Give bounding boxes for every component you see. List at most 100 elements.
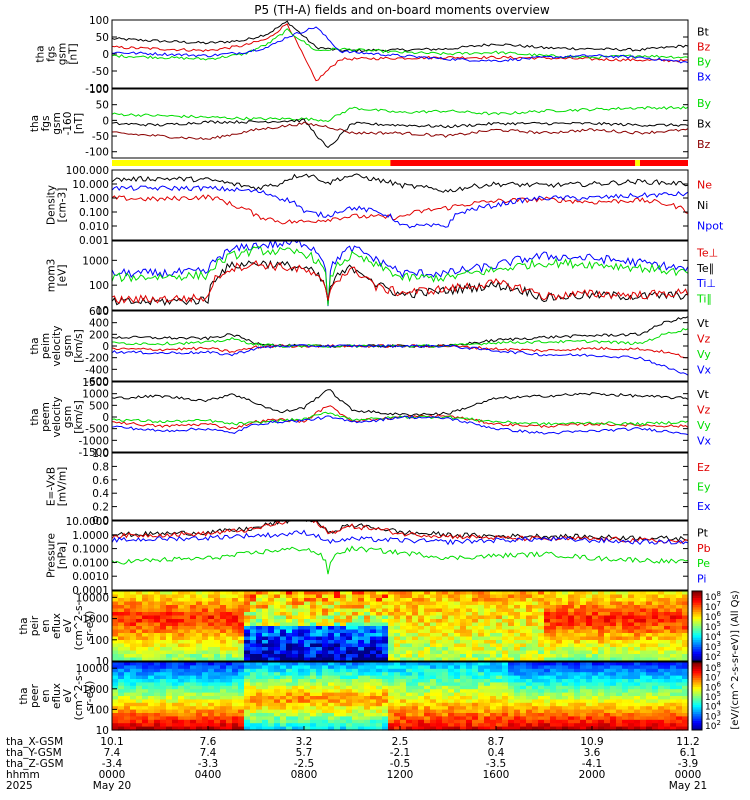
spectrogram-cell: [250, 654, 257, 659]
spectrogram-cell: [562, 709, 569, 714]
spectrogram-cell: [256, 706, 263, 711]
spectrogram-cell: [574, 629, 581, 634]
spectrogram-cell: [454, 675, 461, 680]
spectrogram-cell: [160, 654, 167, 659]
spectrogram-cell: [250, 615, 257, 620]
spectrogram-cell: [658, 668, 665, 673]
spectrogram-cell: [460, 662, 467, 666]
spectrogram-cell: [508, 654, 515, 659]
spectrogram-cell: [304, 726, 311, 731]
spectrogram-cell: [562, 636, 569, 641]
spectrogram-cell: [616, 665, 623, 670]
spectrogram-cell: [244, 636, 251, 641]
spectrogram-cell: [646, 723, 653, 728]
spectrogram-cell: [592, 636, 599, 641]
spectrogram-cell: [388, 716, 395, 721]
spectrogram-cell: [244, 699, 251, 704]
spectrogram-cell: [346, 699, 353, 704]
spectrogram-cell: [430, 685, 437, 690]
spectrogram-cell: [538, 619, 545, 624]
colorbar-cell: [692, 705, 702, 708]
spectrogram-cell: [226, 633, 233, 638]
spectrogram-cell: [262, 591, 269, 596]
spectrogram-cell: [610, 682, 617, 687]
spectrogram-cell: [580, 608, 587, 613]
spectrogram-cell: [346, 679, 353, 683]
spectrogram-cell: [508, 619, 515, 624]
mode-segment: [112, 160, 391, 166]
spectrogram-cell: [406, 591, 413, 596]
spectrogram-cell: [436, 643, 443, 648]
spectrogram-cell: [448, 647, 455, 652]
spectrogram-cell: [460, 699, 467, 704]
ylabel-line: peir: [29, 615, 41, 636]
spectrogram-cell: [376, 640, 383, 645]
spectrogram-cell: [556, 615, 563, 620]
spectrogram-cell: [160, 675, 167, 680]
spectrogram-cell: [262, 679, 269, 683]
spectrogram-cell: [490, 726, 497, 731]
spectrogram-cell: [280, 654, 287, 659]
spectrogram-cell: [646, 719, 653, 724]
spectrogram-cell: [256, 672, 263, 677]
spectrogram-cell: [622, 601, 629, 606]
spectrogram-cell: [298, 726, 305, 731]
spectrogram-cell: [400, 591, 407, 596]
spectrogram-cell: [220, 619, 227, 624]
spectrogram-cell: [124, 626, 131, 631]
spectrogram-cell: [598, 706, 605, 711]
spectrogram-cell: [532, 709, 539, 714]
spectrogram-cell: [304, 692, 311, 697]
spectrogram-cell: [598, 662, 605, 666]
spectrogram-cell: [358, 719, 365, 724]
spectrogram-cell: [628, 706, 635, 711]
spectrogram-cell: [154, 668, 161, 673]
spectrogram-cell: [478, 675, 485, 680]
spectrogram-cell: [238, 699, 245, 704]
spectrogram-cell: [532, 699, 539, 704]
spectrogram-cell: [370, 668, 377, 673]
spectrogram-cell: [442, 626, 449, 631]
spectrogram-cell: [298, 662, 305, 666]
spectrogram-cell: [592, 615, 599, 620]
spectrogram-cell: [466, 619, 473, 624]
spectrogram-cell: [442, 640, 449, 645]
spectrogram-cell: [448, 626, 455, 631]
spectrogram-cell: [622, 612, 629, 617]
spectrogram-cell: [340, 672, 347, 677]
spectrogram-cell: [148, 699, 155, 704]
spectrogram-cell: [544, 719, 551, 724]
spectrogram-cell: [652, 685, 659, 690]
spectrogram-cell: [250, 636, 257, 641]
spectrogram-cell: [298, 716, 305, 721]
spectrogram-cell: [616, 640, 623, 645]
spectrogram-cell: [298, 689, 305, 694]
spectrogram-cell: [310, 594, 317, 599]
spectrogram-cell: [268, 709, 275, 714]
spectrogram-cell: [418, 709, 425, 714]
spectrogram-cell: [640, 706, 647, 711]
spectrogram-cell: [292, 716, 299, 721]
spectrogram-cell: [532, 633, 539, 638]
ytick-label: 1500: [82, 377, 109, 389]
spectrogram-cell: [364, 633, 371, 638]
spectrogram-cell: [130, 706, 137, 711]
spectrogram-cell: [508, 601, 515, 606]
spectrogram-cell: [226, 657, 233, 662]
spectrogram-cell: [430, 657, 437, 662]
spectrogram-cell: [274, 713, 281, 717]
spectrogram-cell: [424, 682, 431, 687]
spectrogram-cell: [538, 633, 545, 638]
spectrogram-cell: [310, 709, 317, 714]
spectrogram-cell: [472, 598, 479, 603]
spectrogram-cell: [232, 699, 239, 704]
spectrogram-cell: [220, 626, 227, 631]
spectrogram-cell: [484, 643, 491, 648]
spectrogram-cell: [436, 716, 443, 721]
spectrogram-cell: [130, 657, 137, 662]
spectrogram-cell: [640, 626, 647, 631]
spectrogram-cell: [160, 692, 167, 697]
spectrogram-cell: [652, 662, 659, 666]
spectrogram-cell: [328, 591, 335, 596]
spectrogram-cell: [160, 622, 167, 627]
